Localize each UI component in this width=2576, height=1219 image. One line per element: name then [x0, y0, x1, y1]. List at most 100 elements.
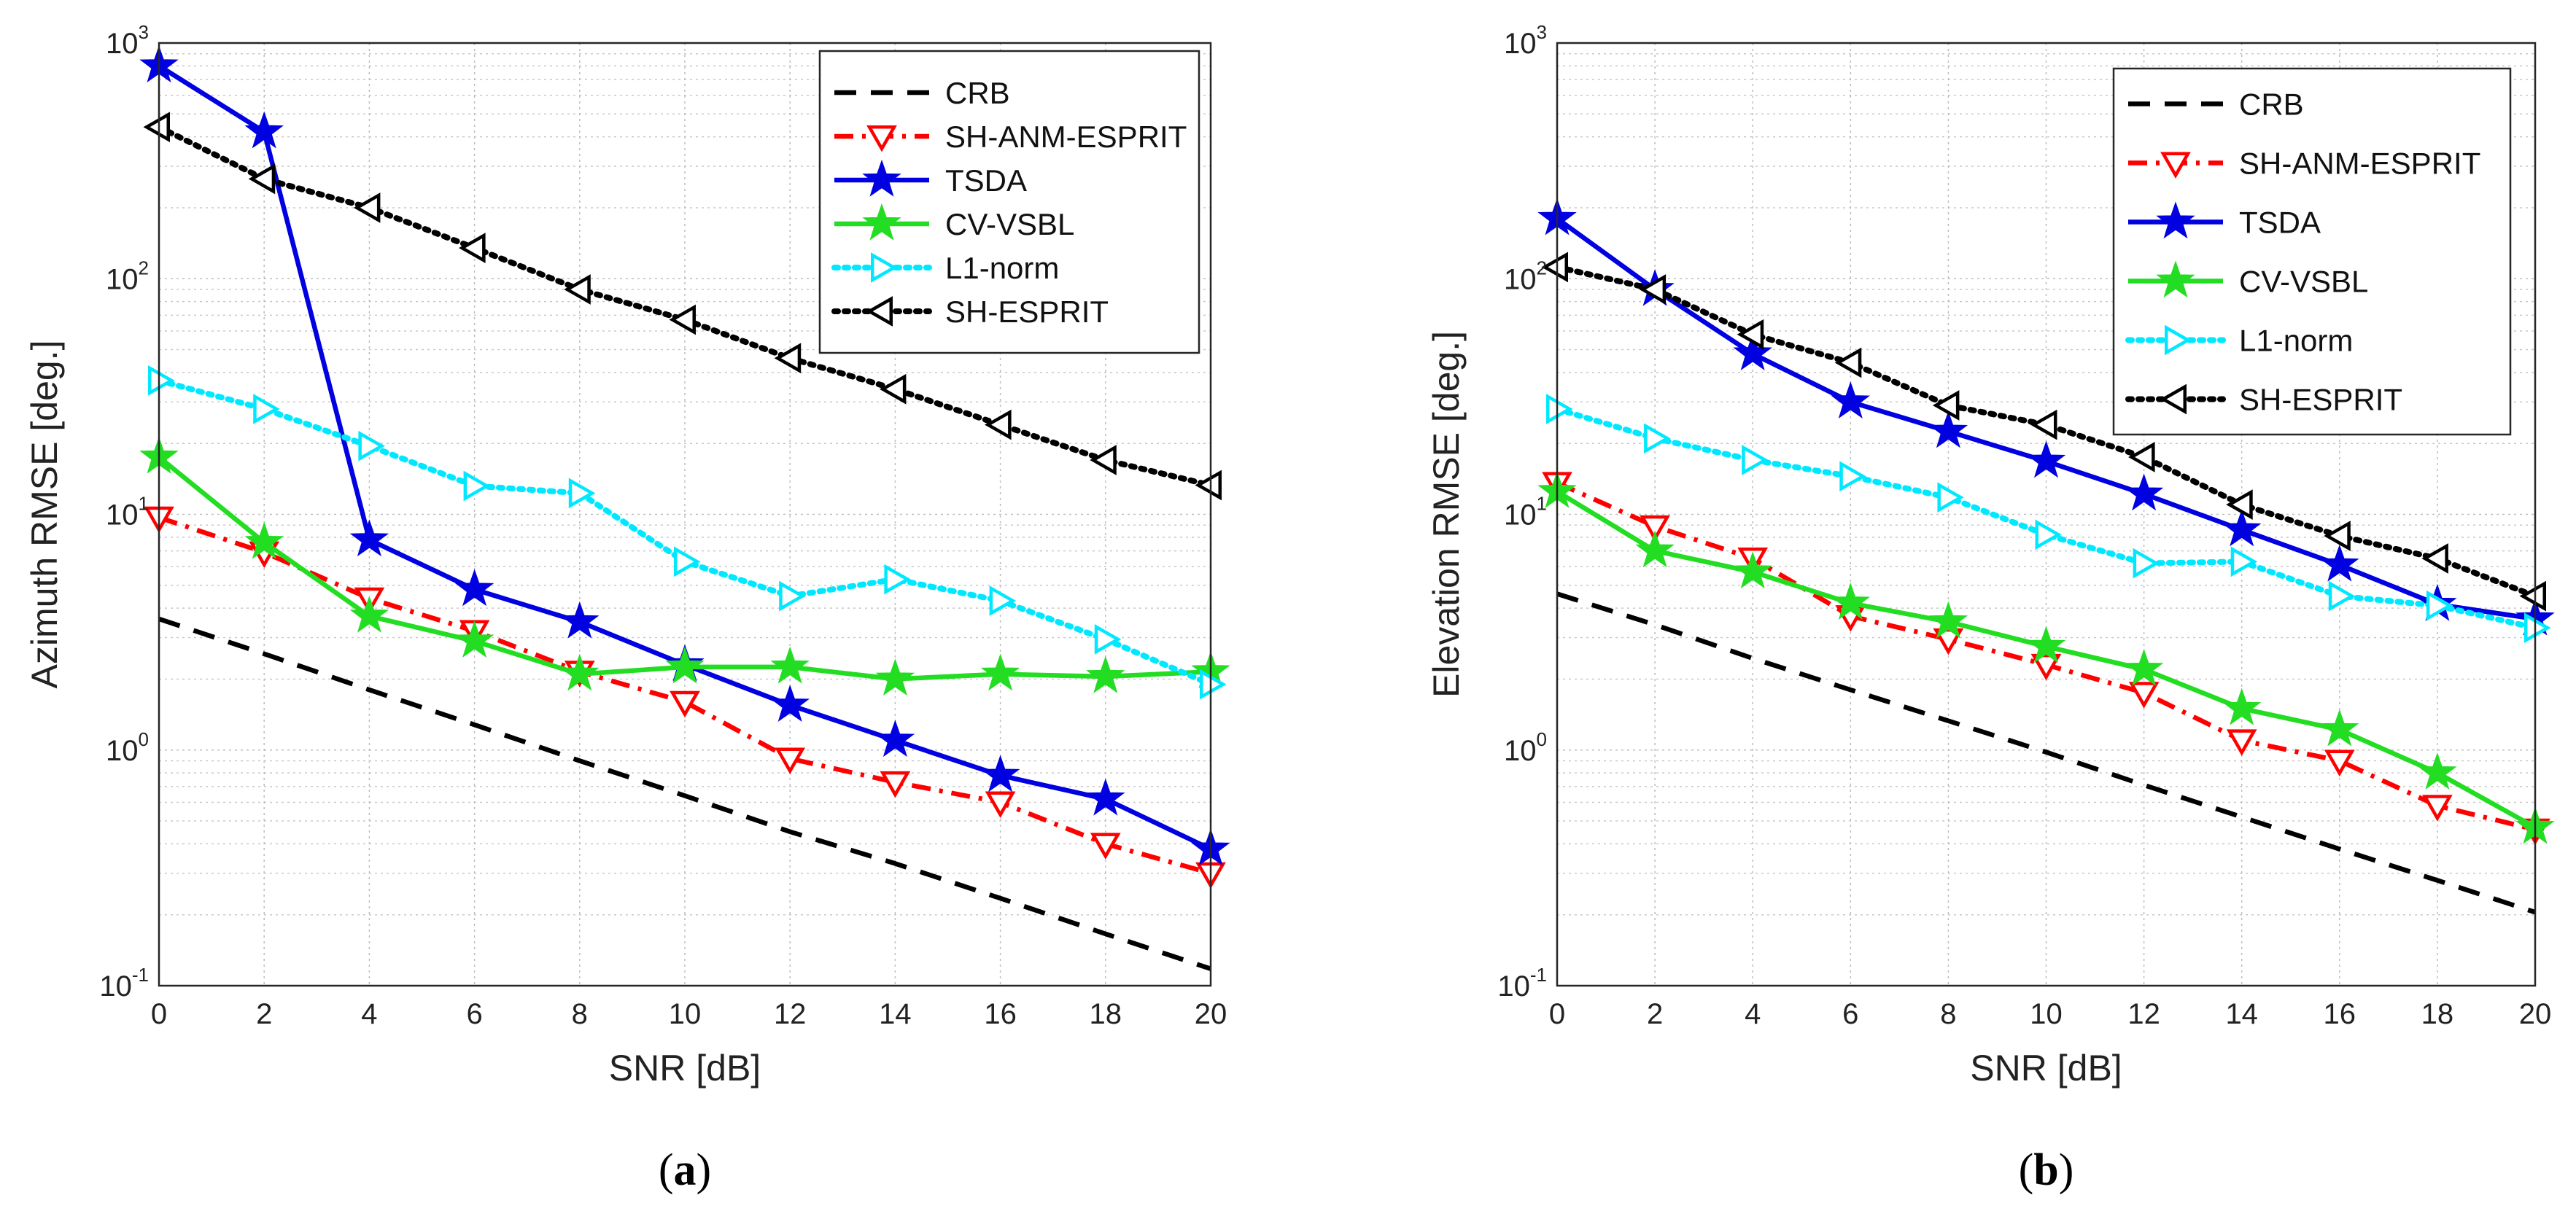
legend-marker: [2160, 152, 2191, 179]
data-point: [665, 646, 705, 684]
panel-caption: (a): [659, 1145, 711, 1195]
y-tick-exponent: 2: [1537, 257, 1547, 279]
legend-label: CV-VSBL: [945, 207, 1074, 241]
y-tick-base: 10: [1504, 263, 1537, 295]
data-point: [2421, 543, 2448, 574]
caption-letter: a: [674, 1145, 697, 1195]
data-point: [2320, 544, 2359, 582]
caption-open: (: [2019, 1145, 2034, 1195]
data-point: [1933, 628, 1964, 655]
x-tick-label: 10: [2030, 998, 2063, 1030]
data-point: [2026, 626, 2066, 663]
y-axis-label: Azimuth RMSE [deg.]: [24, 340, 65, 689]
legend: CRB SH-ANM-ESPRIT TSDA CV-VSBL L1-norm SH-ESP…: [2112, 67, 2512, 436]
x-tick-label: 2: [1647, 998, 1663, 1030]
data-point: [875, 720, 915, 758]
data-point: [770, 646, 810, 684]
series-cv-vsbl: [1537, 471, 2555, 844]
data-point: [774, 343, 802, 374]
legend-marker: [866, 296, 893, 327]
legend-label: SH-ANM-ESPRIT: [2239, 147, 2480, 181]
y-tick-exponent: 2: [139, 257, 149, 279]
series-line: [158, 616, 1212, 971]
x-tick-label: 2: [256, 998, 272, 1030]
x-tick-label: 20: [2519, 998, 2552, 1030]
y-axis-label: Elevation RMSE [deg.]: [1426, 331, 1467, 698]
y-tick-exponent: -1: [132, 964, 149, 986]
data-point: [2124, 648, 2164, 686]
y-tick-exponent: 0: [139, 728, 149, 750]
data-point: [1932, 390, 1960, 421]
data-point: [568, 478, 596, 509]
y-tick-base: 10: [1504, 499, 1537, 531]
legend-label: SH-ANM-ESPRIT: [945, 120, 1187, 154]
series-tsda: [1537, 198, 2555, 636]
y-tick-exponent: 3: [1537, 21, 1547, 43]
x-tick-label: 16: [984, 998, 1017, 1030]
series-crb: [158, 616, 1212, 971]
data-point: [2324, 749, 2355, 777]
legend-marker: [2160, 383, 2187, 415]
data-point: [1090, 833, 1121, 860]
data-point: [1200, 669, 1227, 700]
legend-label: CRB: [2239, 87, 2304, 122]
data-point: [2128, 442, 2155, 472]
legend-label: SH-ESPRIT: [2239, 383, 2402, 417]
data-point: [148, 365, 175, 396]
data-point: [1195, 470, 1222, 501]
series-line: [1556, 591, 2537, 915]
data-point: [674, 546, 701, 577]
data-point: [985, 791, 1016, 818]
data-point: [349, 519, 389, 557]
data-point: [349, 595, 389, 633]
data-point: [353, 192, 381, 223]
data-point: [1639, 274, 1667, 305]
data-point: [1635, 530, 1675, 568]
y-tick-label: 102: [1504, 257, 1547, 295]
data-point: [2035, 519, 2063, 550]
data-point: [2222, 688, 2262, 725]
data-point: [2226, 489, 2253, 520]
data-point: [880, 771, 911, 798]
legend-item: SH-ANM-ESPRIT: [2128, 147, 2480, 181]
legend-box: [2112, 67, 2512, 436]
y-tick-label: 100: [1504, 728, 1547, 767]
legend-label: CRB: [945, 76, 1010, 110]
data-point: [1094, 624, 1122, 655]
data-point: [2324, 521, 2351, 551]
legend-label: TSDA: [945, 163, 1027, 198]
data-point: [2418, 752, 2457, 790]
series-sh-esprit: [1541, 252, 2546, 612]
data-point: [775, 747, 806, 774]
legend-item: CRB: [834, 76, 1010, 110]
data-point: [1937, 482, 1964, 513]
data-point: [358, 430, 385, 461]
x-tick-label: 6: [1842, 998, 1858, 1030]
y-tick-base: 10: [106, 499, 139, 531]
legend-marker: [871, 252, 898, 283]
y-tick-base: 10: [106, 263, 139, 295]
y-tick-base: 10: [106, 735, 139, 767]
data-point: [2320, 709, 2359, 747]
data-point: [2422, 795, 2453, 822]
y-tick-base: 10: [1504, 735, 1537, 767]
data-point: [564, 274, 591, 305]
data-point: [1644, 423, 1671, 454]
x-tick-label: 10: [669, 998, 702, 1030]
legend-marker: [866, 125, 897, 152]
y-tick-label: 103: [106, 21, 149, 60]
series-l1-norm: [148, 365, 1227, 700]
data-point: [670, 690, 700, 718]
x-tick-label: 12: [774, 998, 807, 1030]
legend-item: CV-VSBL: [2128, 260, 2368, 299]
legend-item: TSDA: [2128, 201, 2321, 240]
y-tick-label: 101: [1504, 493, 1547, 531]
legend-label: L1-norm: [2239, 324, 2353, 358]
data-point: [1733, 333, 1772, 371]
y-tick-base: 10: [1504, 28, 1537, 60]
y-tick-base: 10: [1497, 970, 1530, 1002]
legend-marker: [2165, 324, 2192, 356]
data-point: [2226, 729, 2257, 756]
